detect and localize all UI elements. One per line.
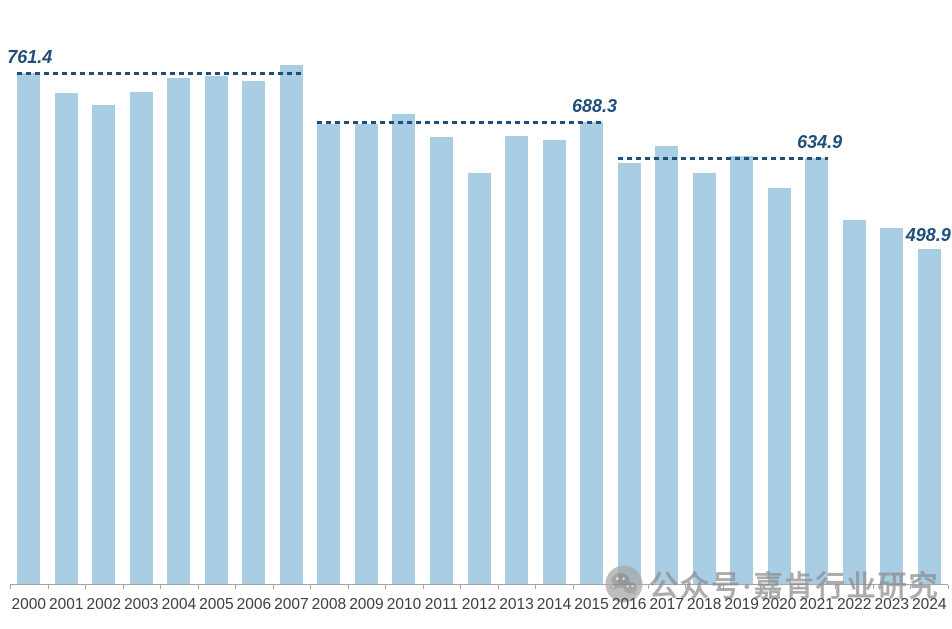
bar-2021 (805, 157, 829, 584)
x-axis-label-2017: 2017 (649, 596, 684, 613)
bar-2016 (617, 163, 641, 584)
x-axis-tick (535, 585, 537, 589)
x-axis-label-2003: 2003 (124, 596, 159, 613)
x-axis-label-2018: 2018 (686, 596, 722, 613)
x-axis-tick (610, 585, 612, 589)
x-axis-label-2013: 2013 (499, 596, 534, 613)
bar-2023 (880, 228, 904, 584)
bar-2013 (505, 135, 529, 584)
bar-2012 (467, 173, 491, 584)
reference-line-761.4 (17, 72, 303, 75)
bar-2014 (542, 139, 566, 584)
bar-2005 (204, 75, 228, 584)
x-axis-tick (235, 585, 237, 589)
bar-2008 (317, 123, 341, 584)
bar-2003 (129, 92, 153, 584)
x-axis-label-2010: 2010 (386, 596, 422, 613)
x-axis-tick (122, 585, 124, 589)
x-axis-label-2011: 2011 (424, 596, 459, 613)
x-axis-tick (760, 585, 762, 589)
x-axis-tick (872, 585, 874, 589)
x-axis-label-2006: 2006 (236, 596, 272, 613)
x-axis-line (10, 584, 948, 585)
x-axis-label-2021: 2021 (799, 596, 834, 613)
x-axis-label-2007: 2007 (274, 596, 309, 613)
x-axis-tick (647, 585, 649, 589)
x-axis-tick (160, 585, 162, 589)
x-axis-label-2020: 2020 (761, 596, 797, 613)
x-axis-tick (347, 585, 349, 589)
x-axis-tick (572, 585, 574, 589)
x-axis-tick (910, 585, 912, 589)
x-axis-label-2002: 2002 (86, 596, 122, 613)
x-axis-label-2022: 2022 (836, 596, 872, 613)
bar-2017 (655, 146, 679, 584)
x-axis-tick (272, 585, 274, 589)
x-axis-label-2001: 2001 (49, 596, 84, 613)
bar-2001 (54, 92, 78, 584)
bar-2024 (917, 249, 941, 584)
x-axis-tick (197, 585, 199, 589)
x-axis-tick (422, 585, 424, 589)
value-label-688.3: 688.3 (572, 96, 618, 117)
x-axis-label-2014: 2014 (536, 596, 572, 613)
x-axis-tick (722, 585, 724, 589)
bar-2020 (767, 188, 791, 584)
bar-2022 (842, 220, 866, 584)
x-axis-label-2012: 2012 (461, 596, 497, 613)
x-axis-label-2015: 2015 (574, 596, 609, 613)
bar-2007 (279, 64, 303, 584)
x-axis-tick (10, 585, 11, 589)
x-axis-label-2019: 2019 (724, 596, 759, 613)
x-axis-tick (310, 585, 312, 589)
x-axis-tick (685, 585, 687, 589)
x-axis-tick (460, 585, 462, 589)
bar-2010 (392, 114, 416, 584)
x-axis-label-2004: 2004 (161, 596, 197, 613)
x-axis-label-2009: 2009 (349, 596, 384, 613)
bar-2015 (580, 122, 604, 584)
bar-2009 (354, 123, 378, 584)
value-label-761.4: 761.4 (7, 47, 53, 67)
x-axis-tick (85, 585, 87, 589)
x-axis-tick (948, 585, 949, 589)
x-axis-tick (797, 585, 799, 589)
bar-2004 (167, 77, 191, 584)
bar-2002 (92, 105, 116, 584)
x-axis-tick (47, 585, 49, 589)
x-axis-label-2024: 2024 (911, 596, 947, 613)
x-axis-tick (385, 585, 387, 589)
bar-2006 (242, 81, 266, 584)
value-label-498.9: 498.9 (905, 225, 951, 246)
reference-line-688.3 (317, 121, 604, 125)
reference-line-634.9 (617, 156, 829, 160)
x-axis-label-2005: 2005 (199, 596, 234, 613)
bar-2019 (730, 155, 754, 584)
bar-2018 (692, 173, 716, 584)
x-axis-label-2008: 2008 (311, 596, 347, 613)
x-axis-tick (497, 585, 499, 589)
bar-2011 (429, 137, 453, 584)
bar-2000 (17, 73, 41, 584)
x-axis-label-2000: 2000 (11, 596, 46, 613)
x-axis-label-2023: 2023 (874, 596, 909, 613)
x-axis-tick (835, 585, 837, 589)
value-label-634.9: 634.9 (797, 131, 843, 152)
